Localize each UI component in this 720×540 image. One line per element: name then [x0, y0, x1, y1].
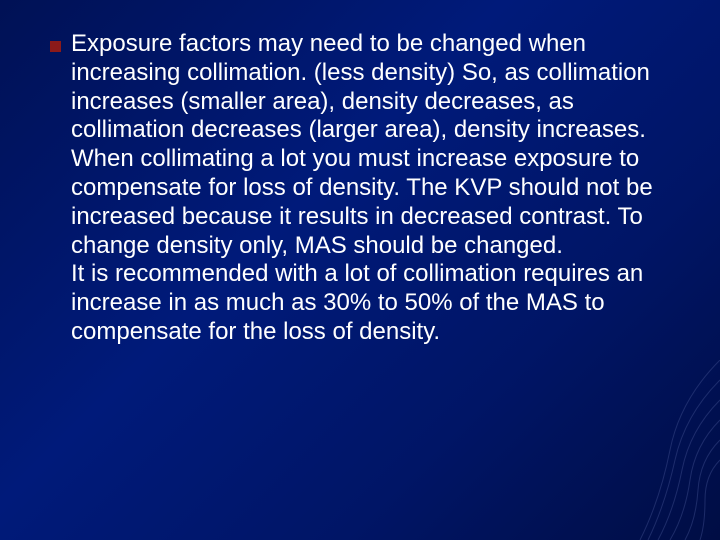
paragraph-1: Exposure factors may need to be changed … [71, 30, 650, 143]
bullet-text-container: Exposure factors may need to be changed … [71, 30, 670, 347]
paragraph-2: When collimating a lot you must increase… [71, 145, 653, 258]
paragraph-3: It is recommended with a lot of collimat… [71, 260, 643, 345]
bullet-marker [50, 41, 61, 52]
slide-content: Exposure factors may need to be changed … [0, 0, 720, 377]
bullet-item: Exposure factors may need to be changed … [50, 30, 670, 347]
corner-decoration [610, 360, 720, 540]
